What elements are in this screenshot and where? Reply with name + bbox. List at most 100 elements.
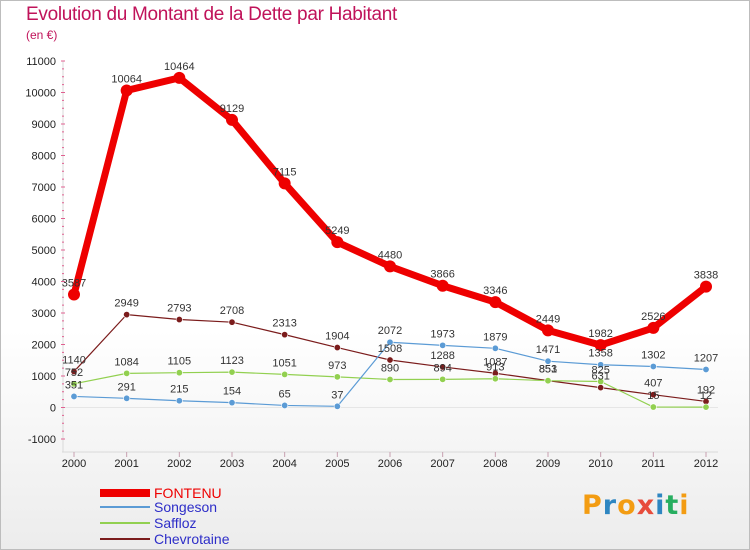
data-point-chevrotaine [281,331,289,339]
data-point-saffloz [123,369,131,377]
data-label-chevrotaine: 1508 [378,343,402,355]
y-tick-label: 11000 [26,56,56,68]
legend-item-songeson: Songeson [100,499,400,516]
data-point-fontenu [700,280,712,293]
data-label-chevrotaine: 1288 [430,350,454,362]
data-label-songeson: 1207 [694,352,718,364]
data-point-fontenu [647,321,660,334]
data-point-fontenu [68,288,80,301]
data-label-chevrotaine: 2949 [114,298,138,310]
x-tick-label: 2006 [378,458,402,470]
y-tick-label: 6000 [32,214,56,226]
data-label-songeson: 154 [223,386,241,398]
data-label-fontenu: 10064 [111,73,142,85]
data-point-chevrotaine [228,318,236,326]
legend-swatch-chevrotaine [100,538,150,540]
data-label-fontenu: 10464 [164,61,195,73]
proxiti-logo: Proxiti [582,490,690,521]
x-tick-label: 2011 [642,458,666,470]
x-tick-label: 2012 [694,458,718,470]
data-point-saffloz [649,403,657,411]
data-point-fontenu [173,71,186,84]
data-point-fontenu [542,324,554,337]
data-point-chevrotaine [439,363,447,371]
data-point-fontenu [226,113,238,126]
data-point-chevrotaine [597,384,605,392]
data-point-saffloz [544,377,552,385]
y-tick-label: 3000 [32,308,56,320]
data-point-saffloz [702,403,710,411]
data-label-songeson: 291 [117,381,135,393]
data-label-saffloz: 12 [700,390,712,402]
legend-label-fontenu: FONTENU [154,485,222,501]
data-point-saffloz [386,375,394,383]
data-point-saffloz [228,368,236,376]
data-point-fontenu [278,177,291,190]
data-label-songeson: 1471 [536,344,560,356]
y-tick-label: 9000 [32,119,56,131]
data-label-saffloz: 1123 [220,355,244,367]
data-label-saffloz: 890 [381,362,399,374]
data-point-songeson [175,397,183,405]
data-label-saffloz: 15 [647,390,659,402]
y-tick-label: 4000 [32,277,56,289]
data-label-songeson: 351 [65,379,83,391]
data-point-chevrotaine [175,316,183,324]
y-tick-label: 1000 [32,371,56,383]
data-label-saffloz: 752 [65,367,83,379]
legend-label-saffloz: Saffloz [154,515,197,531]
legend-item-chevrotaine: Chevrotaine [100,531,400,548]
data-point-fontenu [436,279,449,292]
x-tick-label: 2009 [536,458,560,470]
data-label-saffloz: 913 [486,362,504,374]
data-point-songeson [281,401,289,409]
data-point-saffloz [597,378,605,386]
data-label-fontenu: 3838 [694,270,718,282]
data-label-chevrotaine: 1087 [483,356,507,368]
data-point-songeson [649,362,657,370]
data-point-songeson [702,365,710,373]
data-point-songeson [386,338,394,346]
data-label-chevrotaine: 192 [697,384,715,396]
chart-title: Evolution du Montant de la Dette par Hab… [26,4,397,25]
data-label-songeson: 65 [279,388,291,400]
x-tick-label: 2010 [588,458,612,470]
data-label-songeson: 1973 [430,328,454,340]
data-label-songeson: 1358 [588,348,612,360]
data-point-fontenu [120,84,133,97]
legend-swatch-saffloz [100,522,150,524]
data-point-chevrotaine [70,368,78,376]
x-tick-label: 2004 [272,458,296,470]
data-label-fontenu: 2449 [536,313,560,325]
data-label-saffloz: 851 [539,364,557,376]
data-point-songeson [597,361,605,369]
data-point-fontenu [489,296,502,309]
data-label-fontenu: 2526 [641,311,665,323]
data-label-songeson: 2072 [378,325,402,337]
y-tick-label: 10000 [25,88,56,100]
data-point-songeson [123,394,131,402]
chart-unit: (en €) [26,28,58,42]
data-label-chevrotaine: 1140 [62,355,86,367]
legend-item-saffloz: Saffloz [100,515,400,532]
x-tick-label: 2008 [483,458,507,470]
data-label-songeson: 1302 [641,349,665,361]
data-point-fontenu [594,339,607,352]
data-point-saffloz [491,375,499,383]
data-label-fontenu: 5249 [325,225,349,237]
data-label-saffloz: 825 [591,365,609,377]
data-label-fontenu: 3587 [62,278,86,290]
data-label-chevrotaine: 631 [591,371,609,383]
data-point-chevrotaine [386,356,394,364]
y-tick-label: 7000 [32,182,56,194]
x-tick-label: 2001 [114,458,138,470]
data-point-chevrotaine [123,311,131,319]
data-label-chevrotaine: 2793 [167,303,191,315]
data-point-songeson [491,344,499,352]
x-tick-label: 2002 [167,458,191,470]
data-point-saffloz [281,370,289,378]
data-label-fontenu: 9129 [220,103,244,115]
data-point-fontenu [384,260,396,273]
data-label-chevrotaine: 853 [539,364,557,376]
legend-label-songeson: Songeson [154,499,218,515]
